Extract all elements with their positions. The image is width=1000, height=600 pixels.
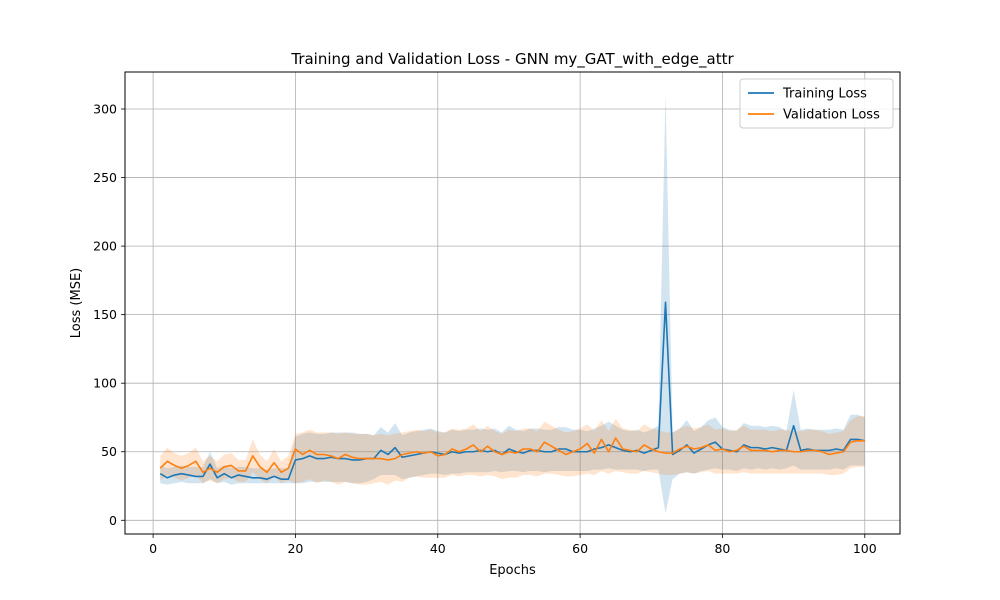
plot-area-frame <box>124 71 901 535</box>
y-axis-label: Loss (MSE) <box>69 268 84 338</box>
x-tick-label: 0 <box>149 541 157 556</box>
series-lines <box>159 301 865 480</box>
x-tick-label: 40 <box>430 541 446 556</box>
x-axis-label: Epochs <box>489 563 536 578</box>
line-validation <box>159 437 865 474</box>
x-tick-label: 60 <box>572 541 588 556</box>
y-tick-label: 200 <box>93 239 117 254</box>
y-tick-label: 100 <box>93 376 117 391</box>
y-tick-label: 250 <box>93 170 117 185</box>
legend-label: Training Loss <box>782 87 867 102</box>
legend-box <box>739 78 894 129</box>
band-training <box>160 93 865 514</box>
x-tick-label: 80 <box>714 541 730 556</box>
axis-ticks: 0 20 40 60 80 100 0 50 100 150 200 250 300 <box>93 102 877 556</box>
legend-label: Validation Loss <box>783 108 880 123</box>
grid <box>125 72 900 534</box>
legend: Training Loss Validation Loss <box>739 78 894 129</box>
x-tick-label: 100 <box>853 541 877 556</box>
y-tick-label: 300 <box>93 102 117 117</box>
line-training <box>159 301 865 480</box>
y-tick-label: 0 <box>109 513 117 528</box>
y-tick-label: 50 <box>101 444 117 459</box>
chart-title: Training and Validation Loss - GNN my_GA… <box>290 50 734 69</box>
y-tick-label: 150 <box>93 307 117 322</box>
x-tick-label: 20 <box>287 541 303 556</box>
